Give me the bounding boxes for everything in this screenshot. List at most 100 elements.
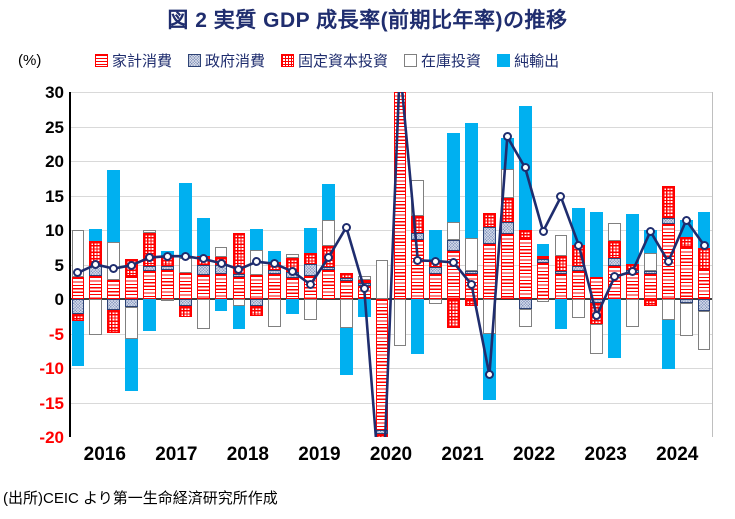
legend-item-government: 政府消費	[188, 50, 265, 71]
bar-segment	[679, 303, 693, 337]
bar-segment	[143, 265, 156, 272]
bar-segment	[554, 274, 568, 299]
x-axis-tick-labels: 2016 2017 2018 2019 2020 2021 2022 2023 2024	[69, 444, 713, 474]
y-tick--10: -10	[39, 359, 64, 378]
line-marker	[538, 226, 548, 236]
line-marker	[73, 268, 83, 278]
bar-segment	[608, 257, 622, 266]
bar-segment	[89, 275, 103, 299]
bar-segment	[661, 299, 675, 320]
bar-segment	[465, 123, 478, 238]
line-marker	[109, 264, 119, 274]
bar-segment	[160, 265, 174, 270]
bar-segment	[71, 299, 85, 315]
bar-segment	[268, 250, 282, 262]
bar-segment	[447, 133, 461, 222]
line-marker	[359, 284, 369, 294]
bar-segment	[89, 299, 103, 335]
x-tick-2019: 2019	[298, 444, 341, 465]
source-note: (出所)CEIC より第一生命経済研究所作成	[3, 490, 278, 507]
bar-segment	[679, 236, 693, 247]
bar-segment	[321, 183, 335, 220]
bar-segment	[411, 215, 425, 234]
bar-segment	[178, 183, 192, 258]
bar-segment	[536, 263, 550, 299]
line-marker	[449, 257, 459, 267]
line-marker	[556, 192, 566, 202]
bar-segment	[482, 226, 496, 244]
bar-segment	[447, 299, 461, 328]
bar-segment	[661, 217, 675, 225]
y-tick--5: -5	[48, 324, 64, 344]
bar-segment	[71, 314, 85, 322]
bar-segment	[554, 255, 568, 271]
bar-segment	[518, 309, 532, 327]
bar-segment	[643, 270, 657, 275]
bar-segment	[697, 268, 711, 299]
bar-segment	[482, 212, 496, 227]
x-tick-2024: 2024	[656, 444, 699, 465]
bar-segment	[661, 319, 675, 370]
bar-segment	[375, 260, 389, 299]
bar-segment	[661, 185, 675, 218]
bar-segment	[304, 227, 317, 253]
bar-segment	[286, 299, 300, 315]
bar-segment	[590, 212, 604, 277]
bar-segment	[286, 278, 300, 299]
bar-segment	[465, 299, 478, 306]
bar-segment	[125, 339, 139, 392]
bar-segment	[196, 217, 210, 257]
bar-segment	[304, 263, 317, 277]
bar-segment	[339, 278, 353, 282]
bar-segment	[429, 267, 443, 275]
bar-segment	[178, 272, 192, 299]
bar-segment	[214, 299, 228, 312]
line-marker	[341, 222, 351, 232]
line-marker	[127, 260, 137, 270]
gridline-25	[69, 126, 713, 128]
x-tick-2016: 2016	[83, 444, 126, 465]
bar-segment	[554, 270, 568, 275]
bar-segment	[304, 299, 317, 320]
bar-segment	[107, 279, 121, 299]
bar-segment	[286, 254, 300, 259]
bar-segment	[232, 274, 246, 277]
bar-segment	[608, 241, 622, 258]
y-tick-30: 30	[45, 83, 64, 102]
bar-segment	[143, 230, 156, 233]
bar-segment	[339, 299, 353, 328]
bar-segment	[608, 299, 622, 359]
bar-segment	[590, 323, 604, 355]
bar-segment	[232, 276, 246, 299]
bar-segment	[643, 274, 657, 299]
bar-segment	[71, 321, 85, 366]
bar-segment	[697, 299, 711, 312]
line-marker	[180, 251, 190, 261]
white-outline-box-icon	[404, 53, 418, 67]
bar-segment	[268, 270, 282, 275]
y-tick-20: 20	[45, 152, 64, 171]
bar-segment	[232, 299, 246, 306]
line-marker	[663, 257, 673, 267]
line-marker	[145, 253, 154, 263]
bar-segment	[411, 240, 425, 299]
line-marker	[431, 256, 441, 266]
legend-label-household: 家計消費	[112, 52, 173, 70]
bar-segment	[125, 307, 139, 339]
bar-segment	[196, 274, 210, 299]
line-marker	[216, 258, 226, 268]
line-marker	[592, 311, 602, 321]
bar-segment	[321, 270, 335, 299]
bar-segment	[608, 223, 622, 242]
gridline-15	[69, 195, 713, 197]
bar-segment	[679, 246, 693, 299]
bar-segment	[572, 299, 586, 319]
bar-segment	[447, 239, 461, 251]
bar-segment	[626, 299, 639, 327]
bar-segment	[643, 253, 657, 271]
x-tick-2022: 2022	[512, 444, 556, 465]
bar-segment	[554, 234, 568, 256]
y-tick-15: 15	[45, 186, 64, 206]
line-marker	[574, 240, 584, 250]
